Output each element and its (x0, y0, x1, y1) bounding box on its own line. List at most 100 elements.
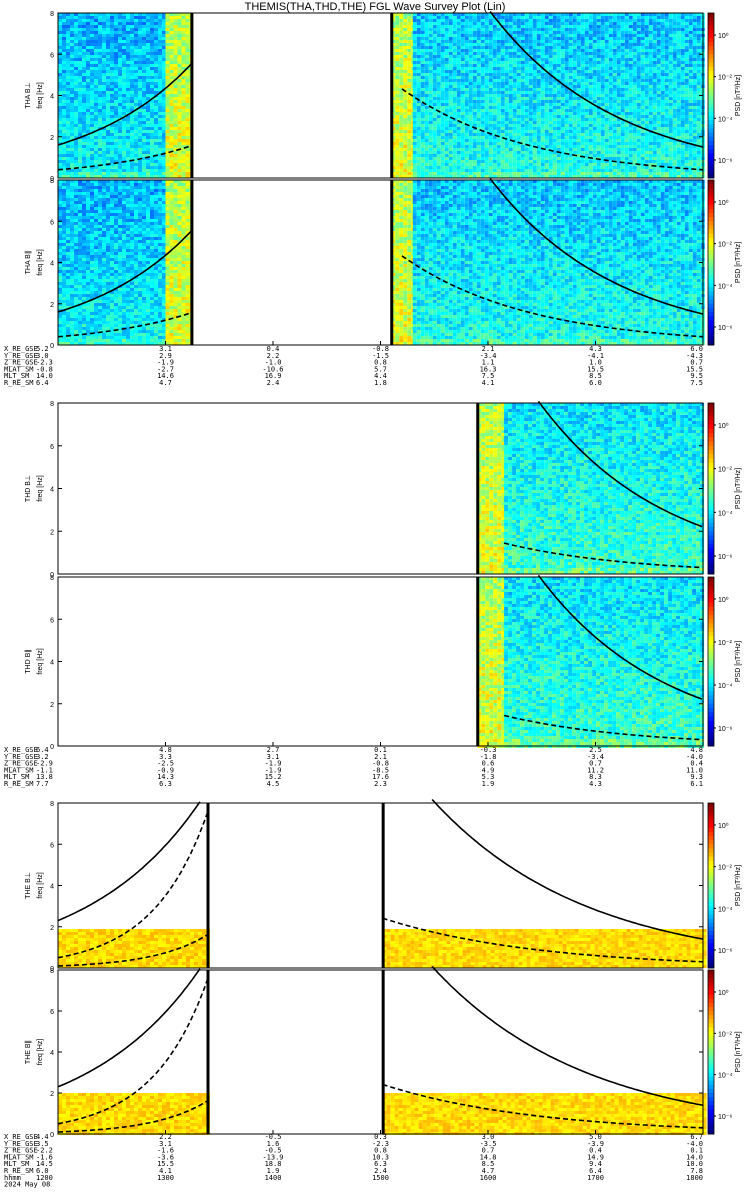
ephemeris-value: 14.9 (587, 1153, 604, 1161)
y-tick-label: 4 (50, 261, 54, 268)
ephemeris-value: 1700 (587, 1174, 604, 1182)
ephemeris-row-label: Y_RE_GSE (4, 352, 38, 360)
ephemeris-value: 3.0 (36, 352, 49, 360)
ephemeris-value: 16.3 (480, 365, 497, 373)
ephemeris-value: 3.2 (36, 753, 49, 761)
ephemeris-value: 0.4 (589, 1147, 602, 1155)
y-tick-label: 8 (50, 575, 54, 582)
colorbar-label: PSD [nT²/Hz] (735, 1031, 742, 1072)
ephemeris-value: 1800 (686, 1174, 703, 1182)
ephemeris-value: 4.7 (159, 379, 172, 387)
frequency-curves (476, 400, 703, 574)
x-axis-ticks (57, 1130, 704, 1134)
frequency-curves (57, 798, 704, 968)
ephemeris-value: 3.1 (267, 753, 280, 761)
ephemeris-value: 0.7 (482, 1147, 495, 1155)
ephemeris-value: -1.5 (372, 352, 389, 360)
ephemeris-value: 1.6 (267, 1140, 280, 1148)
colorbar: 10⁰ 10⁻² 10⁻⁴ 10⁻⁶ PSD [nT²/Hz] (707, 402, 742, 575)
y-axis-label: freq [Hz] (37, 648, 44, 675)
ephemeris-row-label: MLT_SM (4, 1160, 29, 1168)
ephemeris-value: 9.3 (690, 773, 703, 781)
y-tick-label: 0 (50, 572, 54, 579)
spectrogram-tha-b- (58, 13, 705, 178)
colorbar-tick-label: 10⁻⁶ (718, 1114, 732, 1121)
ephemeris-value: 5.3 (482, 773, 495, 781)
date-label: 2024 May 08 (4, 1181, 50, 1189)
ephemeris-value: -3.4 (480, 352, 497, 360)
ephemeris-value: 2.5 (589, 746, 602, 754)
frequency-curves (57, 965, 704, 1134)
ephemeris-value: 14.0 (36, 372, 53, 380)
panel-name-label: THD B⊥ (25, 475, 32, 502)
panel-name-label: THA B⊥ (25, 82, 32, 108)
ephemeris-value: 1.8 (374, 379, 387, 387)
y-axis-ticks: 0 2 4 6 8 (50, 178, 703, 350)
ephemeris-value: 0.8 (374, 1147, 387, 1155)
ephemeris-row-label: MLT_SM (4, 773, 29, 781)
ephemeris-value: 6.1 (690, 780, 703, 788)
colorbar-tick-label: 10⁻⁴ (718, 1073, 733, 1080)
colorbar-tick-label: 10⁻⁶ (718, 158, 732, 165)
ephemeris-value: 11.0 (686, 766, 703, 774)
y-tick-label: 4 (50, 94, 54, 101)
ephemeris-value: 3.3 (159, 753, 172, 761)
colorbar-tick-label: 10⁻⁶ (718, 726, 732, 733)
ephemeris-value: -4.0 (686, 753, 703, 761)
ephemeris-value: -1.9 (265, 766, 282, 774)
ephemeris-value: -4.3 (686, 352, 703, 360)
y-axis-label: freq [Hz] (37, 82, 44, 109)
ephemeris-value: 2.1 (482, 345, 495, 353)
ephemeris-row-label: X_RE_GSE (4, 345, 38, 353)
ephemeris-value: -0.8 (372, 345, 389, 353)
ephemeris-value: 6.4 (36, 746, 49, 754)
y-tick-label: 0 (50, 176, 54, 183)
ephemeris-value: -0.5 (265, 1133, 282, 1141)
y-tick-label: 0 (50, 1132, 54, 1139)
spectrogram-tha-b- (58, 180, 705, 345)
ephemeris-value: -2.2 (36, 1147, 53, 1155)
ephemeris-value: 4.3 (589, 780, 602, 788)
frequency-curves (57, 11, 704, 178)
ephemeris-value: 0.6 (482, 760, 495, 768)
ephemeris-value: -10.6 (262, 365, 283, 373)
ephemeris-value: -1.6 (36, 1153, 53, 1161)
ephemeris-row-label: MLAT_SM (4, 766, 34, 774)
ephemeris-value: 9.5 (690, 372, 703, 380)
colorbar-tick-label: 10⁰ (718, 989, 729, 997)
y-axis-label: freq [Hz] (37, 1039, 44, 1066)
ephemeris-value: 15.5 (686, 365, 703, 373)
colorbar-label: PSD [nT²/Hz] (735, 865, 742, 906)
ephemeris-value: -4.1 (587, 352, 604, 360)
ephemeris-value: 6.0 (690, 345, 703, 353)
y-tick-label: 2 (50, 1091, 54, 1098)
ephemeris-value: -1.6 (157, 1147, 174, 1155)
ephemeris-row-label: R_RE_SM (4, 780, 34, 788)
ephemeris-value: 1.9 (267, 1167, 280, 1175)
ephemeris-value: -3.6 (157, 1153, 174, 1161)
ephemeris-value: 14.0 (686, 1153, 703, 1161)
ephemeris-value: 0.3 (374, 1133, 387, 1141)
colorbar-tick-label: 10⁻⁴ (718, 283, 733, 290)
ephemeris-value: -2.3 (36, 359, 53, 367)
ephemeris-value: 8.3 (589, 773, 602, 781)
ephemeris-value: 3.5 (36, 1140, 49, 1148)
colorbar-tick-label: 10⁻² (718, 467, 732, 474)
ephemeris-value: 4.1 (159, 1167, 172, 1175)
ephemeris-value: 3.0 (482, 1133, 495, 1141)
ephemeris-value: 7.7 (36, 780, 49, 788)
ephemeris-value: 1.9 (482, 780, 495, 788)
ephemeris-value: 5.2 (36, 345, 49, 353)
ephemeris-value: 15.2 (265, 773, 282, 781)
colorbar-tick-label: 10⁻⁶ (718, 554, 732, 561)
ephemeris-value: 4.9 (482, 766, 495, 774)
colorbar-tick-label: 10⁰ (718, 422, 729, 430)
ephemeris-value: 6.4 (589, 1167, 602, 1175)
ephemeris-value: 3.1 (159, 345, 172, 353)
colorbar-tick-label: 10⁻⁴ (718, 906, 733, 913)
colorbar: 10⁰ 10⁻² 10⁻⁴ 10⁻⁶ PSD [nT²/Hz] (707, 576, 742, 747)
y-axis-ticks: 0 2 4 6 8 (50, 11, 703, 183)
ephemeris-value: 1200 (36, 1174, 53, 1182)
